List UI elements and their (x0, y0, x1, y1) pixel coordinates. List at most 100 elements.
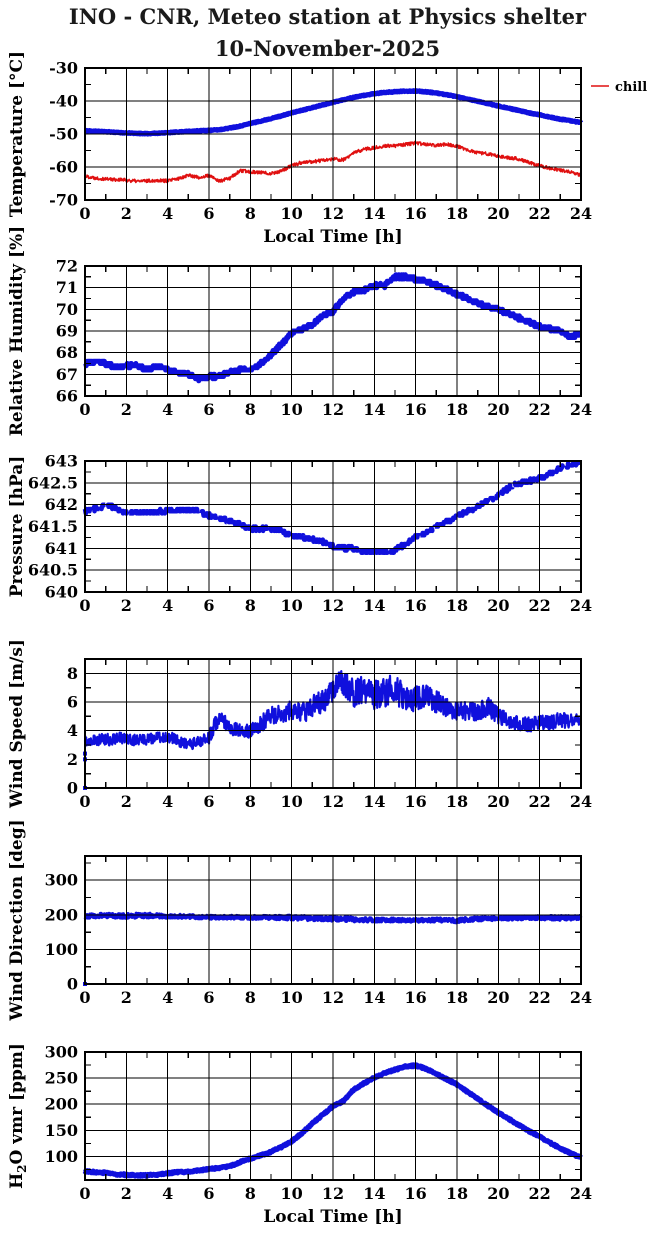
x-tick-label: 14 (363, 204, 385, 223)
y-tick-label: 66 (56, 387, 78, 406)
x-tick-label: 14 (363, 596, 385, 615)
x-tick-label: 8 (245, 792, 256, 811)
x-tick-label: 24 (570, 988, 592, 1007)
y-tick-label: 2 (67, 750, 78, 769)
x-tick-label: 2 (121, 596, 132, 615)
x-tick-label: 4 (162, 988, 173, 1007)
y-tick-label: 642.5 (28, 473, 78, 492)
y-tick-label: 69 (56, 322, 78, 341)
y-tick-label: 640.5 (28, 561, 78, 580)
x-tick-label: 22 (529, 988, 551, 1007)
y-tick-label: 70 (56, 300, 78, 319)
x-tick-label: 10 (281, 596, 303, 615)
x-tick-label: 6 (203, 596, 214, 615)
x-tick-label: 16 (405, 596, 427, 615)
x-tick-label: 10 (281, 204, 303, 223)
y-axis-label: Wind Speed [m/s] (7, 639, 27, 809)
x-tick-label: 14 (363, 1184, 385, 1203)
y-tick-label: 642 (45, 495, 78, 514)
x-tick-label: 22 (529, 1184, 551, 1203)
x-tick-label: 10 (281, 400, 303, 419)
x-tick-label: 8 (245, 204, 256, 223)
y-tick-label: 8 (67, 664, 78, 683)
x-tick-label: 18 (446, 988, 468, 1007)
x-tick-label: 24 (570, 400, 592, 419)
page-title: INO - CNR, Meteo station at Physics shel… (68, 4, 587, 29)
y-tick-label: 643 (45, 452, 78, 471)
y-tick-label: 72 (56, 257, 78, 276)
chart-temperature: 0 2 4 6 8 10 12 14 16 18 20 22 24-30-40-50-60-70Temp… (7, 51, 647, 247)
x-tick-label: 0 (79, 988, 90, 1007)
x-tick-label: 16 (405, 792, 427, 811)
x-tick-label: 18 (446, 204, 468, 223)
grid (85, 266, 581, 396)
x-tick-label: 4 (162, 1184, 173, 1203)
x-tick-label: 22 (529, 400, 551, 419)
plot-frame (84, 855, 582, 985)
x-tick-label: 18 (446, 1184, 468, 1203)
grid (85, 659, 581, 788)
x-tick-label: 22 (529, 204, 551, 223)
y-tick-label: 0 (67, 779, 78, 798)
x-tick-label: 2 (121, 204, 132, 223)
x-tick-label: 20 (487, 400, 509, 419)
x-tick-label: 22 (529, 792, 551, 811)
x-tick-label: 12 (322, 988, 344, 1007)
y-tick-label: 100 (45, 940, 78, 959)
page-date: 10-November-2025 (214, 36, 441, 61)
plot-frame (84, 265, 582, 397)
x-tick-label: 20 (487, 792, 509, 811)
x-tick-label: 8 (245, 1184, 256, 1203)
y-tick-label: -70 (49, 191, 78, 210)
x-tick-label: 20 (487, 988, 509, 1007)
x-tick-label: 12 (322, 596, 344, 615)
x-tick-label: 24 (570, 204, 592, 223)
x-tick-label: 16 (405, 988, 427, 1007)
x-tick-label: 0 (79, 204, 90, 223)
x-tick-label: 6 (203, 988, 214, 1007)
x-tick-label: 18 (446, 596, 468, 615)
y-tick-label: 67 (56, 365, 78, 384)
y-tick-label: 100 (45, 1147, 78, 1166)
y-tick-label: 71 (56, 278, 78, 297)
x-tick-label: 18 (446, 400, 468, 419)
grid (85, 461, 581, 592)
y-tick-label: 0 (67, 975, 78, 994)
x-tick-label: 22 (529, 596, 551, 615)
y-tick-label: 300 (45, 1043, 78, 1062)
y-tick-label: -60 (49, 158, 78, 177)
x-tick-label: 24 (570, 596, 592, 615)
y-tick-label: 300 (45, 871, 78, 890)
x-tick-label: 16 (405, 1184, 427, 1203)
chart-relative-humidity: 0 2 4 6 8 10 12 14 16 18 20 22 2466676869707172Relat… (7, 226, 592, 436)
x-axis-label: Local Time [h] (263, 1207, 402, 1227)
y-axis-label: Relative Humidity [%] (7, 226, 27, 436)
x-tick-label: 20 (487, 596, 509, 615)
x-tick-label: 10 (281, 792, 303, 811)
plot-frame (84, 1051, 582, 1181)
x-tick-label: 12 (322, 400, 344, 419)
x-tick-label: 10 (281, 1184, 303, 1203)
x-tick-label: 2 (121, 1184, 132, 1203)
x-tick-label: 14 (363, 988, 385, 1007)
x-tick-label: 8 (245, 988, 256, 1007)
grid (85, 856, 581, 984)
y-tick-label: 4 (67, 721, 78, 740)
x-tick-label: 0 (79, 400, 90, 419)
y-tick-label: 68 (56, 343, 78, 362)
y-tick-label: 250 (45, 1069, 78, 1088)
x-tick-label: 24 (570, 792, 592, 811)
x-tick-label: 0 (79, 792, 90, 811)
y-axis-label: Temperature [°C] (7, 51, 27, 217)
x-axis-label: Local Time [h] (263, 227, 402, 247)
x-tick-label: 20 (487, 204, 509, 223)
x-tick-label: 2 (121, 792, 132, 811)
plot-frame (84, 658, 582, 789)
x-tick-label: 14 (363, 400, 385, 419)
x-tick-label: 6 (203, 792, 214, 811)
plot-frame (84, 67, 582, 201)
chart-h2o-vmr: 024681012141618202224100150200250300H2​O… (7, 1043, 592, 1228)
grid (85, 68, 581, 200)
